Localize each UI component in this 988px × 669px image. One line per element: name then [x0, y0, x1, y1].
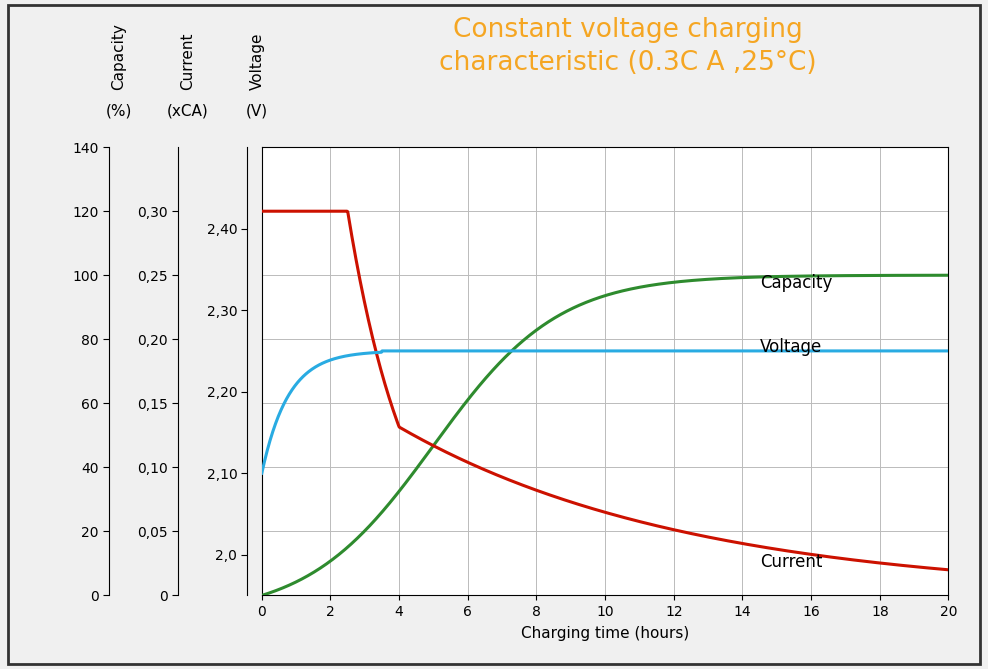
Text: (%): (%) [106, 104, 131, 118]
Text: (V): (V) [246, 104, 268, 118]
Text: (xCA): (xCA) [167, 104, 208, 118]
Text: Constant voltage charging
characteristic (0.3C A ,25°C): Constant voltage charging characteristic… [439, 17, 816, 76]
X-axis label: Charging time (hours): Charging time (hours) [521, 626, 690, 641]
Text: Voltage: Voltage [249, 33, 265, 90]
Text: Capacity: Capacity [760, 274, 832, 292]
Text: Current: Current [180, 33, 196, 90]
Text: Voltage: Voltage [760, 338, 822, 356]
Text: Current: Current [760, 553, 822, 571]
Text: Capacity: Capacity [111, 23, 126, 90]
